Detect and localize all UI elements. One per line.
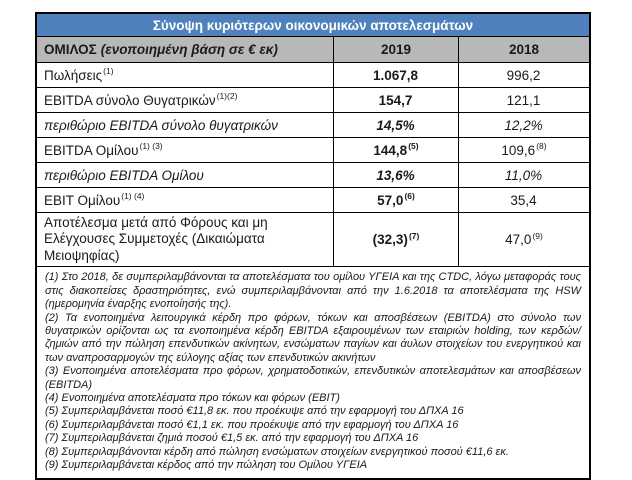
table-row: EBITDA Ομίλου (1) (3) 144,8 (5) 109,6 (8) [37,138,589,163]
table-row: EBITDA σύνολο Θυγατρικών (1)(2) 154,7 121… [37,88,589,113]
value-2018: 11,0% [458,163,589,187]
table-header-row: ΟΜΙΛΟΣ (ενοποιημένη βάση σε € εκ) 2019 2… [37,37,589,63]
footnote-1: (1) Στο 2018, δε συμπεριλαμβάνονται τα α… [45,271,581,311]
footnote-9: (9) Συμπεριλαμβάνεται κέρδος από την πώλ… [45,459,368,472]
group-name: ΟΜΙΛΟΣ [44,42,97,57]
table-row: περιθώριο EBITDA σύνολο θυγατρικών 14,5%… [37,113,589,138]
value-2019: 1.067,8 [333,63,458,87]
financial-summary-table: Σύνοψη κυριότερων οικονομικών αποτελεσμά… [35,12,591,480]
value-2019: (32,3) (7) [333,213,458,267]
group-basis-note: (ενοποιημένη βάση σε € εκ) [100,42,278,57]
row-label: Πωλήσεις (1) [44,66,114,83]
footnote-2: (2) Τα ενοποιημένα λειτουργικά κέρδη προ… [45,311,581,364]
footnote-7: (7) Συμπεριλαμβάνεται ζημιά ποσού €1,5 ε… [45,432,419,445]
value-2019: 57,0 (6) [333,188,458,212]
value-2018: 35,4 [458,188,589,212]
table-row: περιθώριο EBITDA Ομίλου 13,6% 11,0% [37,163,589,188]
table-row: Πωλήσεις (1) 1.067,8 996,2 [37,63,589,88]
value-2019: 144,8 (5) [333,138,458,162]
value-2019: 13,6% [333,163,458,187]
header-col-2019: 2019 [333,37,458,62]
footnote-6: (6) Συμπεριλαμβάνεται ποσό €1,1 εκ. που … [45,418,459,431]
footnote-4: (4) Ενοποιημένα αποτελέσματα προ τόκων κ… [45,392,340,405]
row-label: EBITDA σύνολο Θυγατρικών (1)(2) [44,91,238,108]
row-label: περιθώριο EBITDA Ομίλου [44,167,204,183]
row-label: EBITDA Ομίλου (1) (3) [44,141,163,158]
value-2018: 109,6 (8) [458,138,589,162]
header-col-2018: 2018 [458,37,589,62]
value-2018: 996,2 [458,63,589,87]
footnote-8: (8) Συμπεριλαμβάνονται κέρδη από πώληση … [45,445,509,458]
table-row: Αποτέλεσμα μετά από Φόρους και μη Ελέγχο… [37,213,589,268]
row-label: Αποτέλεσμα μετά από Φόρους και μη Ελέγχο… [44,215,268,263]
header-group-label: ΟΜΙΛΟΣ (ενοποιημένη βάση σε € εκ) [37,37,333,62]
table-row: EBIT Ομίλου (1) (4) 57,0 (6) 35,4 [37,188,589,213]
footnotes-section: (1) Στο 2018, δε συμπεριλαμβάνονται τα α… [37,267,589,477]
value-2018: 12,2% [458,113,589,137]
value-2019: 14,5% [333,113,458,137]
value-2019: 154,7 [333,88,458,112]
footnote-3: (3) Ενοποιημένα αποτελέσματα προ φόρων, … [45,365,581,391]
row-label: EBIT Ομίλου (1) (4) [44,191,145,208]
row-label: περιθώριο EBITDA σύνολο θυγατρικών [44,117,278,133]
footnote-5: (5) Συμπεριλαμβάνεται ποσό €11,8 εκ. που… [45,405,464,418]
value-2018: 121,1 [458,88,589,112]
table-title: Σύνοψη κυριότερων οικονομικών αποτελεσμά… [37,14,589,37]
value-2018: 47,0 (9) [458,213,589,267]
